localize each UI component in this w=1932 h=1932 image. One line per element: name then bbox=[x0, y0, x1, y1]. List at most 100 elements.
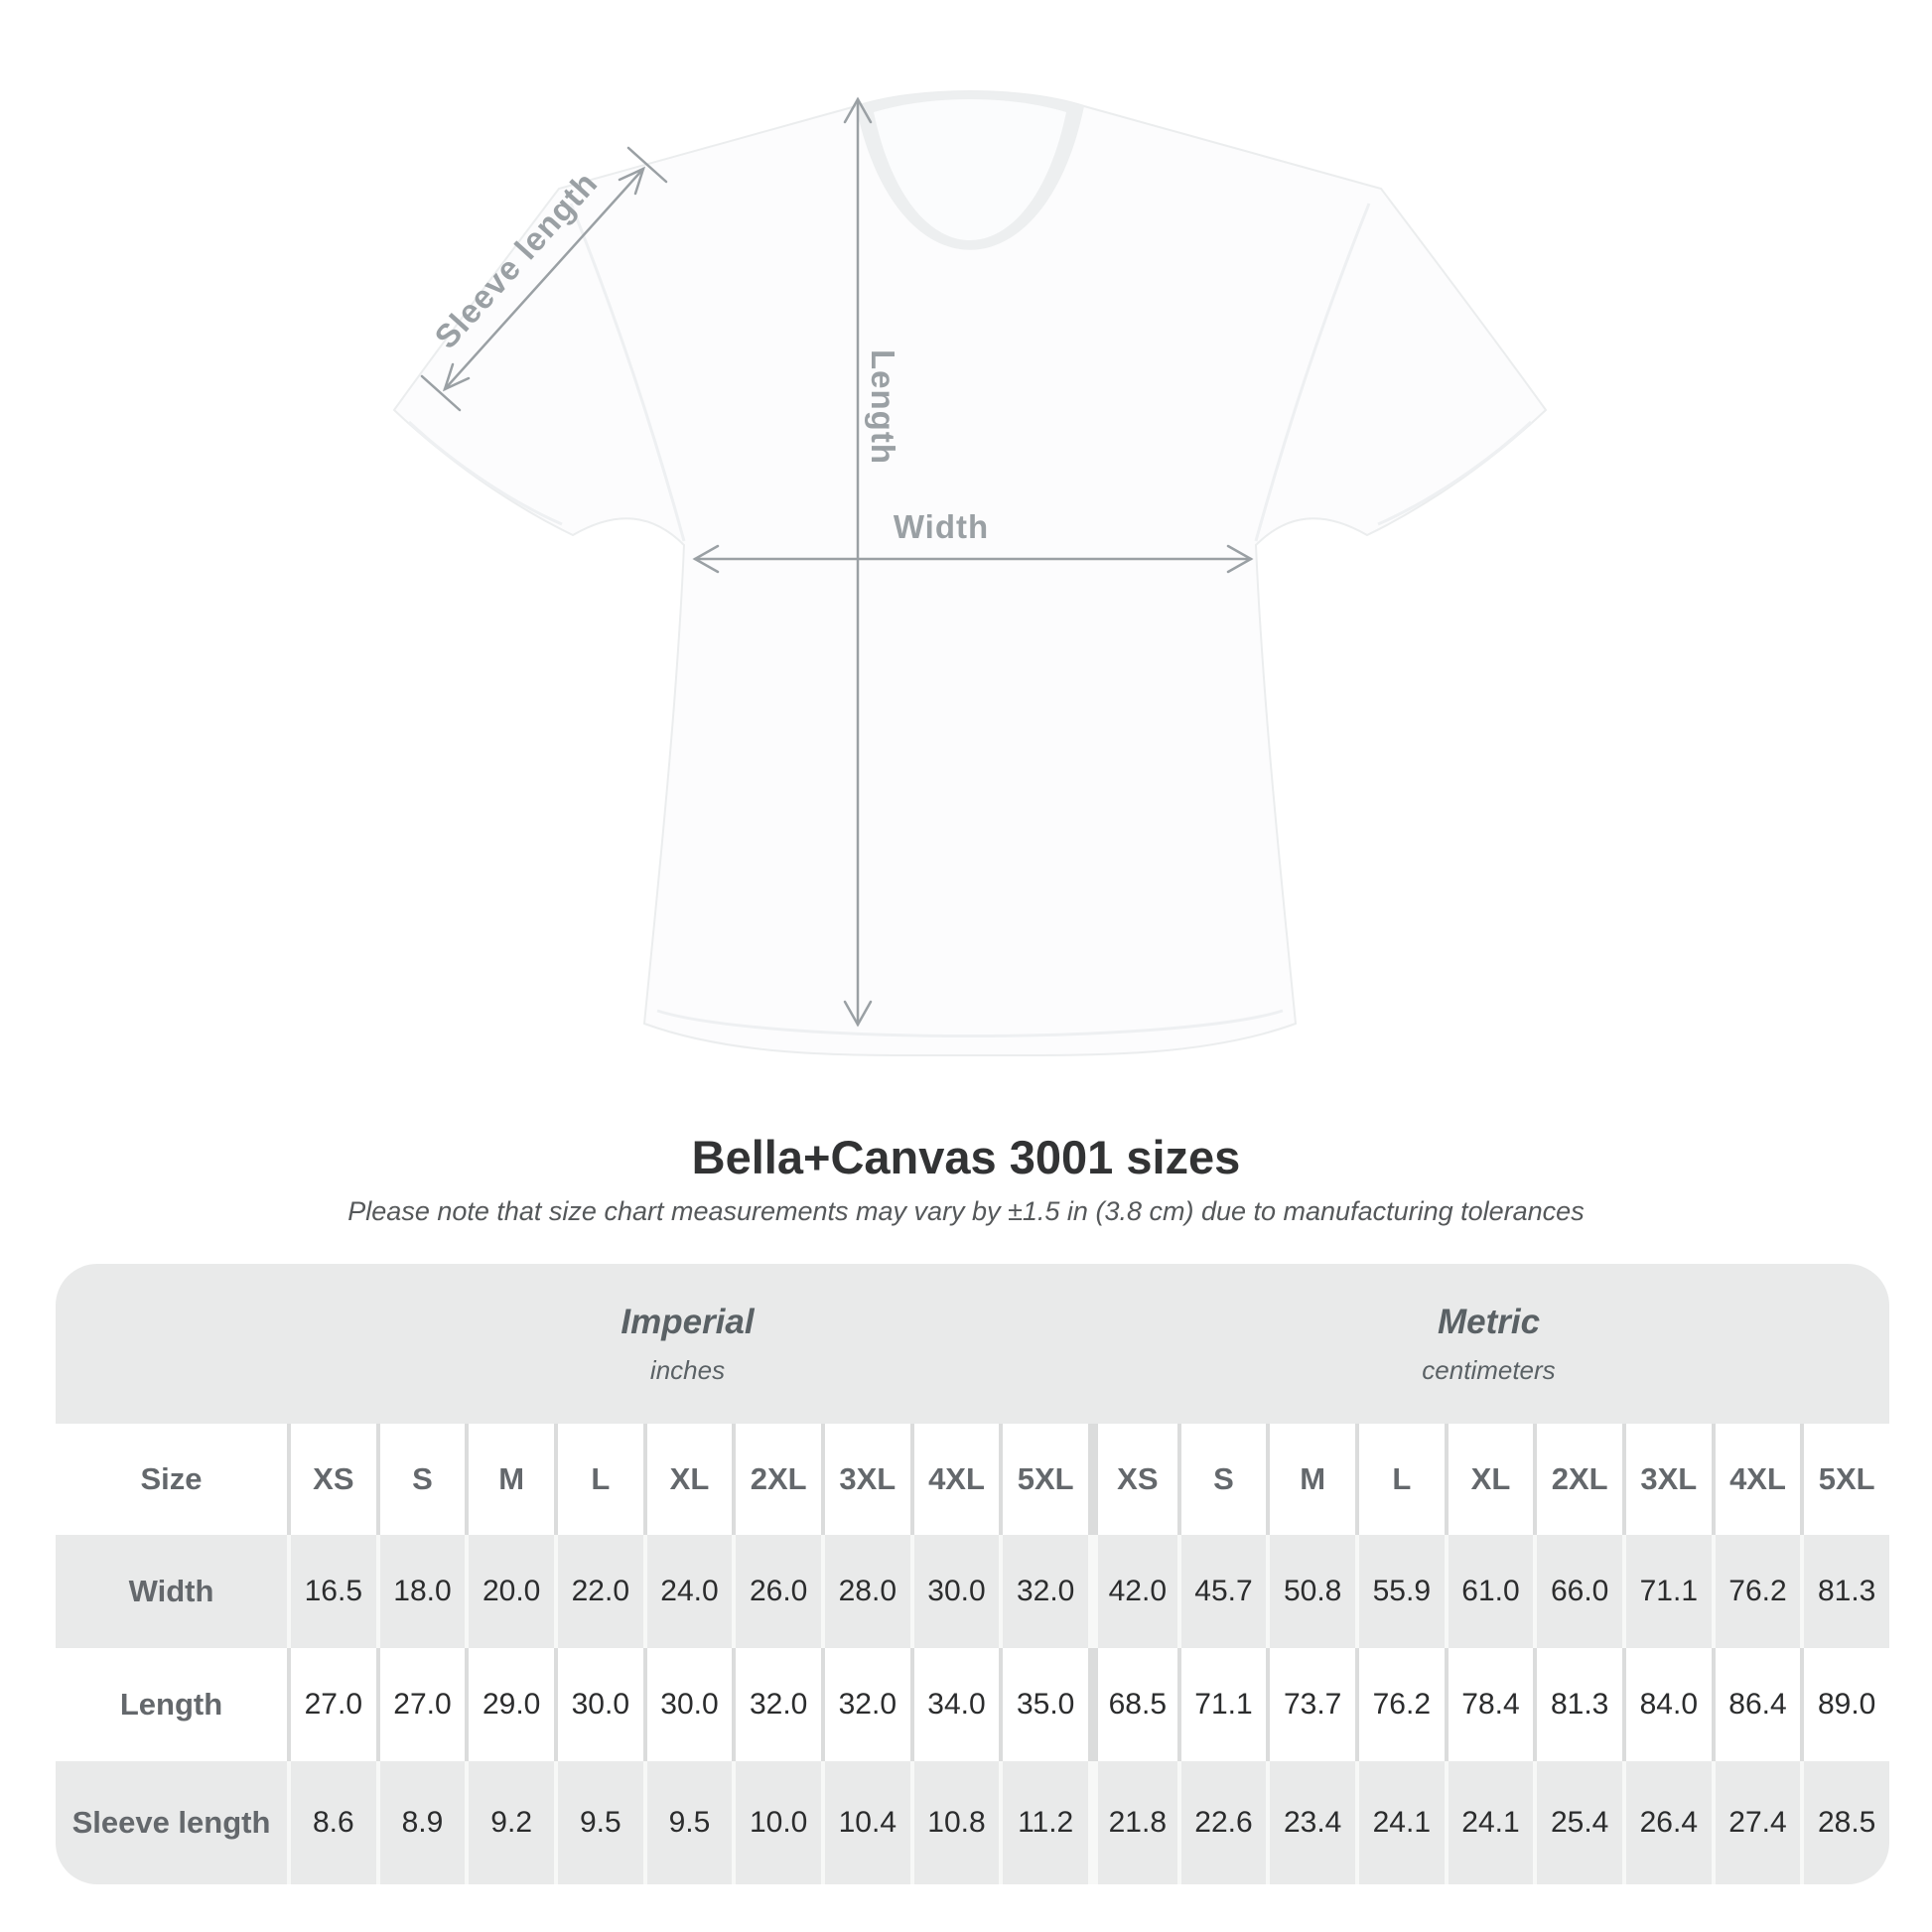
value-cell: 20.0 bbox=[465, 1535, 554, 1648]
size-header-label: Size bbox=[140, 1461, 203, 1496]
table-group-header: Imperial inches Metric centimeters bbox=[56, 1264, 1889, 1424]
tshirt-measurement-diagram: Sleeve length Length Width bbox=[392, 89, 1548, 1057]
value-cell: 86.4 bbox=[1711, 1648, 1801, 1761]
size-header-row: Size XS S M L XL 2XL 3XL 4XL 5XL XS S M L XL 2XL 3XL 4XL… bbox=[56, 1424, 1889, 1535]
size-column-header: 4XL bbox=[909, 1424, 1000, 1535]
value-cell: 24.1 bbox=[1444, 1761, 1534, 1884]
size-column-header: 3XL bbox=[820, 1424, 910, 1535]
size-column-header: M bbox=[1266, 1424, 1355, 1535]
value-cell: 8.6 bbox=[287, 1761, 376, 1884]
value-cell: 10.0 bbox=[732, 1761, 821, 1884]
value-cell: 42.0 bbox=[1087, 1535, 1177, 1648]
size-column-header: XS bbox=[1087, 1424, 1177, 1535]
value-cell: 29.0 bbox=[465, 1648, 554, 1761]
length-row: Length 27.0 27.0 29.0 30.0 30.0 32.0 32.0 34.0 3… bbox=[56, 1648, 1889, 1761]
value-cell: 76.2 bbox=[1354, 1648, 1445, 1761]
value-cell: 18.0 bbox=[375, 1535, 466, 1648]
shirt-seams bbox=[407, 203, 1533, 1037]
value-cell: 78.4 bbox=[1444, 1648, 1534, 1761]
sleeve-length-row-label: Sleeve length bbox=[71, 1805, 271, 1840]
size-column-header: 2XL bbox=[1533, 1424, 1622, 1535]
tshirt-silhouette bbox=[392, 89, 1548, 1057]
value-cell: 9.5 bbox=[642, 1761, 733, 1884]
value-cell: 24.1 bbox=[1354, 1761, 1445, 1884]
value-cell: 11.2 bbox=[999, 1761, 1088, 1884]
length-label: Length bbox=[865, 349, 901, 465]
value-cell: 30.0 bbox=[642, 1648, 733, 1761]
value-cell: 22.0 bbox=[553, 1535, 643, 1648]
value-cell: 81.3 bbox=[1800, 1535, 1889, 1648]
value-cell: 84.0 bbox=[1621, 1648, 1712, 1761]
size-column-header: M bbox=[465, 1424, 554, 1535]
width-row: Width 16.5 18.0 20.0 22.0 24.0 26.0 28.0 30.0 32… bbox=[56, 1535, 1889, 1648]
size-column-header: XS bbox=[287, 1424, 376, 1535]
value-cell: 73.7 bbox=[1266, 1648, 1355, 1761]
value-cell: 8.9 bbox=[375, 1761, 466, 1884]
size-column-header: XL bbox=[1444, 1424, 1534, 1535]
size-column-header: L bbox=[1354, 1424, 1445, 1535]
metric-unit: centimeters bbox=[1422, 1354, 1556, 1385]
size-column-header: S bbox=[1176, 1424, 1267, 1535]
value-cell: 9.5 bbox=[553, 1761, 643, 1884]
page-subtitle: Please note that size chart measurements… bbox=[347, 1196, 1585, 1226]
value-cell: 16.5 bbox=[287, 1535, 376, 1648]
imperial-label: Imperial bbox=[621, 1302, 755, 1341]
size-column-header: 3XL bbox=[1621, 1424, 1712, 1535]
size-column-header: XL bbox=[642, 1424, 733, 1535]
length-arrow bbox=[843, 96, 873, 1028]
value-cell: 35.0 bbox=[999, 1648, 1088, 1761]
value-cell: 28.0 bbox=[820, 1535, 910, 1648]
value-cell: 68.5 bbox=[1087, 1648, 1177, 1761]
value-cell: 30.0 bbox=[553, 1648, 643, 1761]
width-arrow bbox=[692, 544, 1254, 574]
imperial-group-header: Imperial inches bbox=[287, 1264, 1088, 1424]
tshirt-diagram-svg bbox=[392, 89, 1548, 1057]
value-cell: 32.0 bbox=[999, 1535, 1088, 1648]
value-cell: 27.4 bbox=[1711, 1761, 1801, 1884]
value-cell: 55.9 bbox=[1354, 1535, 1445, 1648]
imperial-unit: inches bbox=[649, 1354, 726, 1385]
value-cell: 32.0 bbox=[732, 1648, 821, 1761]
value-cell: 27.0 bbox=[375, 1648, 466, 1761]
value-cell: 10.8 bbox=[909, 1761, 1000, 1884]
size-column-header: 5XL bbox=[1800, 1424, 1889, 1535]
value-cell: 50.8 bbox=[1266, 1535, 1355, 1648]
width-row-label: Width bbox=[128, 1574, 214, 1608]
value-cell: 24.0 bbox=[642, 1535, 733, 1648]
size-column-header: S bbox=[375, 1424, 466, 1535]
sleeve-length-row: Sleeve length 8.6 8.9 9.2 9.5 9.5 10.0 10.4 10.… bbox=[56, 1761, 1889, 1884]
width-label: Width bbox=[893, 508, 990, 545]
group-header-spacer bbox=[56, 1264, 287, 1424]
value-cell: 26.0 bbox=[732, 1535, 821, 1648]
value-cell: 71.1 bbox=[1621, 1535, 1712, 1648]
value-cell: 22.6 bbox=[1176, 1761, 1267, 1884]
metric-group-header: Metric centimeters bbox=[1088, 1264, 1889, 1424]
value-cell: 27.0 bbox=[287, 1648, 376, 1761]
size-column-header: L bbox=[553, 1424, 643, 1535]
collar-inner bbox=[874, 99, 1066, 240]
size-table: Imperial inches Metric centimeters Size … bbox=[56, 1264, 1889, 1884]
length-row-label: Length bbox=[119, 1687, 223, 1722]
size-column-header: 2XL bbox=[732, 1424, 821, 1535]
sleeve-length-arrow bbox=[420, 146, 668, 412]
metric-label: Metric bbox=[1437, 1302, 1541, 1341]
page-title: Bella+Canvas 3001 sizes bbox=[691, 1131, 1241, 1183]
value-cell: 10.4 bbox=[820, 1761, 910, 1884]
value-cell: 45.7 bbox=[1176, 1535, 1267, 1648]
value-cell: 9.2 bbox=[465, 1761, 554, 1884]
size-column-header: 4XL bbox=[1711, 1424, 1801, 1535]
value-cell: 25.4 bbox=[1533, 1761, 1622, 1884]
value-cell: 28.5 bbox=[1800, 1761, 1889, 1884]
value-cell: 34.0 bbox=[909, 1648, 1000, 1761]
value-cell: 66.0 bbox=[1533, 1535, 1622, 1648]
value-cell: 61.0 bbox=[1444, 1535, 1534, 1648]
value-cell: 21.8 bbox=[1087, 1761, 1177, 1884]
value-cell: 32.0 bbox=[820, 1648, 910, 1761]
value-cell: 26.4 bbox=[1621, 1761, 1712, 1884]
value-cell: 81.3 bbox=[1533, 1648, 1622, 1761]
value-cell: 71.1 bbox=[1176, 1648, 1267, 1761]
value-cell: 76.2 bbox=[1711, 1535, 1801, 1648]
value-cell: 89.0 bbox=[1800, 1648, 1889, 1761]
size-column-header: 5XL bbox=[999, 1424, 1088, 1535]
value-cell: 23.4 bbox=[1266, 1761, 1355, 1884]
